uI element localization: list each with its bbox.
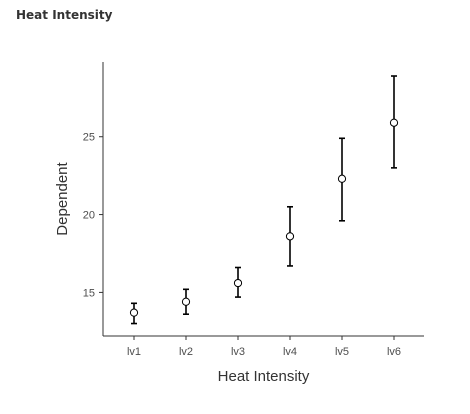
x-tick-label: lv5 <box>335 346 349 358</box>
data-point <box>129 308 139 317</box>
x-tick-label: lv2 <box>179 346 193 358</box>
y-tick-label: 20 <box>83 210 95 222</box>
data-point <box>337 174 347 183</box>
data-point <box>233 278 243 288</box>
data-point <box>181 297 191 306</box>
chart-marks <box>129 75 399 325</box>
x-tick-label: lv1 <box>127 346 141 358</box>
y-tick-label: 25 <box>83 132 95 144</box>
x-tick-label: lv4 <box>283 346 297 358</box>
y-axis-title: Dependent <box>54 161 71 235</box>
panel-title: Heat Intensity <box>16 8 113 22</box>
x-tick-label: lv3 <box>231 346 245 358</box>
y-tick-label: 15 <box>83 287 95 299</box>
data-point <box>389 118 399 127</box>
data-point <box>285 232 295 241</box>
axes: 15 20 25 lv1 lv2 lv3 lv4 lv5 lv6 <box>83 62 424 358</box>
x-axis-title: Heat Intensity <box>218 368 310 385</box>
x-tick-label: lv6 <box>387 346 401 358</box>
